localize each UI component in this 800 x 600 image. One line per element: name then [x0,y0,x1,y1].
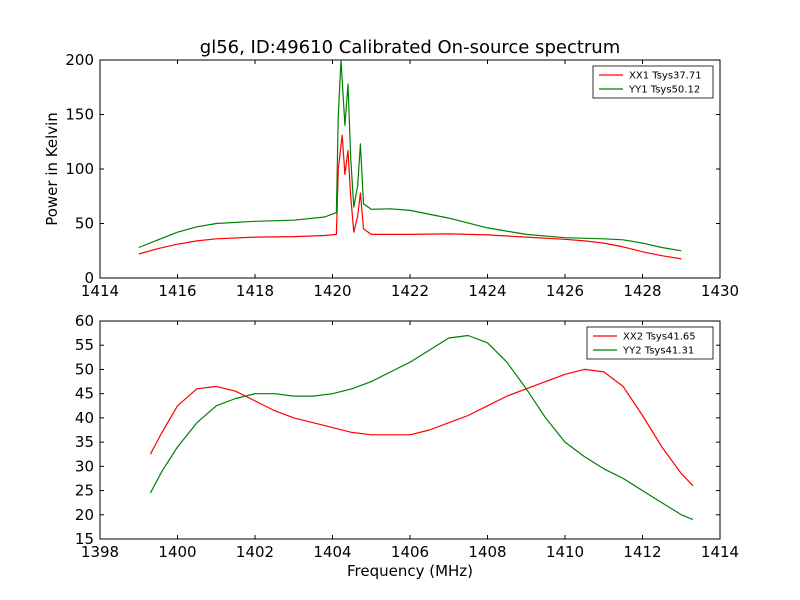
bottom-x-tick-label: 1406 [391,543,429,561]
top-legend-label-1: XX1 Tsys37.71 [629,71,702,82]
bottom-y-tick-label: 15 [75,530,94,548]
top-x-tick-label: 1422 [391,282,429,300]
bottom-x-tick-label: 1410 [546,543,584,561]
bottom-series-2-line [149,334,694,521]
top-x-tick-label: 1416 [158,282,196,300]
bottom-x-tick-label: 1414 [701,543,739,561]
top-legend: XX1 Tsys37.71 YY1 Tsys50.12 [592,65,714,99]
top-y-tick-label: 150 [65,106,94,124]
bottom-y-tick-label: 30 [75,457,94,475]
top-x-tick-label: 1426 [546,282,584,300]
top-legend-box [592,65,714,99]
bottom-x-tick-label: 1412 [623,543,661,561]
top-x-tick-label: 1414 [81,282,119,300]
top-plot: 1414 1416 1418 1420 1422 1424 1426 1428 1430 0 50 1… [65,51,739,300]
top-y-tick-label: 0 [84,269,94,287]
bottom-legend-box [586,326,714,360]
bottom-y-tick-label: 50 [75,360,94,378]
top-y-tick-label: 50 [75,215,94,233]
bottom-y-tick-label: 40 [75,409,94,427]
bottom-x-tick-label: 1400 [158,543,196,561]
bottom-x-tick-label: 1398 [81,543,119,561]
bottom-legend-label-1: XX2 Tsys41.65 [623,332,696,343]
top-x-tick-label: 1428 [623,282,661,300]
top-y-tick-label: 100 [65,160,94,178]
bottom-legend-label-2: YY2 Tsys41.31 [622,346,694,357]
bottom-y-tick-label: 55 [75,336,94,354]
bottom-y-tick-label: 25 [75,482,94,500]
bottom-legend: XX2 Tsys41.65 YY2 Tsys41.31 [586,326,714,360]
bottom-y-tick-label: 20 [75,506,94,524]
bottom-plot: 1398 1400 1402 1404 1406 1408 1410 1412 1414 15 20… [75,312,739,561]
bottom-y-tick-label: 45 [75,385,94,403]
figure-title: gl56, ID:49610 Calibrated On-source spec… [200,37,620,58]
bottom-x-tick-label: 1404 [313,543,351,561]
bottom-x-tick-label: 1402 [236,543,274,561]
top-series-2-line [138,59,682,252]
bottom-y-tick-label: 60 [75,312,94,330]
x-axis-label-bottom: Frequency (MHz) [347,562,473,580]
bottom-y-tick-label: 35 [75,433,94,451]
top-x-tick-label: 1418 [236,282,274,300]
top-series-1-line [138,134,682,260]
bottom-series-1-line [149,368,694,487]
top-x-tick-label: 1430 [701,282,739,300]
top-x-tick-label: 1420 [313,282,351,300]
y-axis-label-top: Power in Kelvin [43,112,61,226]
top-y-tick-label: 200 [65,51,94,69]
bottom-x-tick-label: 1408 [468,543,506,561]
top-x-tick-label: 1424 [468,282,506,300]
top-legend-label-2: YY1 Tsys50.12 [628,85,700,96]
